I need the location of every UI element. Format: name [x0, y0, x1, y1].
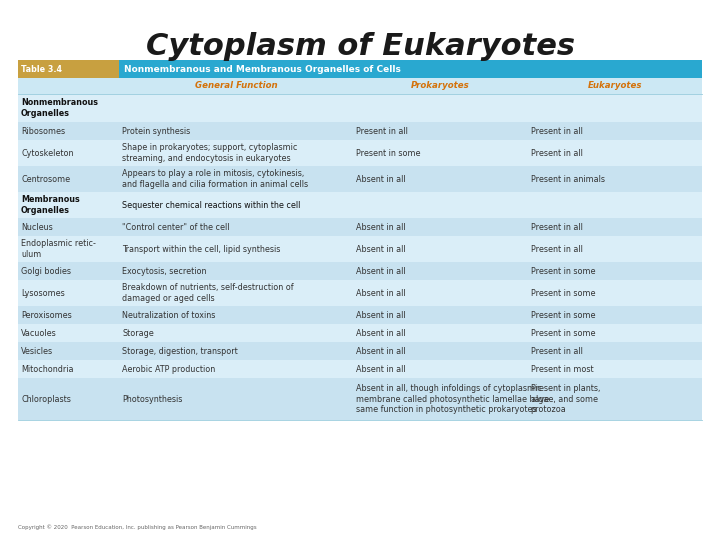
Text: Nonmembranous and Membranous Organelles of Cells: Nonmembranous and Membranous Organelles … — [125, 64, 401, 73]
Text: Exocytosis, secretion: Exocytosis, secretion — [122, 267, 207, 275]
Text: Table 3.4: Table 3.4 — [21, 64, 62, 73]
Text: Ribosomes: Ribosomes — [21, 126, 65, 136]
Text: Present in some: Present in some — [531, 288, 595, 298]
Text: Protein synthesis: Protein synthesis — [122, 126, 191, 136]
Text: Absent in all: Absent in all — [356, 288, 406, 298]
Text: Cytoplasm of Eukaryotes: Cytoplasm of Eukaryotes — [145, 32, 575, 61]
Bar — [18, 166, 702, 192]
Text: Photosynthesis: Photosynthesis — [122, 395, 183, 403]
Text: Present in all: Present in all — [531, 222, 582, 232]
Text: Prokaryotes: Prokaryotes — [411, 82, 469, 91]
Bar — [18, 378, 702, 420]
Text: Present in all: Present in all — [531, 245, 582, 253]
Text: Present in all: Present in all — [356, 126, 408, 136]
Text: Golgi bodies: Golgi bodies — [21, 267, 71, 275]
Text: Present in all: Present in all — [531, 148, 582, 158]
Text: Absent in all: Absent in all — [356, 347, 406, 355]
Bar — [18, 342, 702, 360]
Text: Present in all: Present in all — [531, 347, 582, 355]
Text: Vacuoles: Vacuoles — [21, 328, 57, 338]
Text: Absent in all: Absent in all — [356, 364, 406, 374]
Bar — [18, 60, 702, 78]
Text: Neutralization of toxins: Neutralization of toxins — [122, 310, 215, 320]
Text: Present in some: Present in some — [531, 267, 595, 275]
Text: Absent in all: Absent in all — [356, 174, 406, 184]
Text: Absent in all: Absent in all — [356, 245, 406, 253]
Bar — [18, 78, 702, 94]
Text: Nucleus: Nucleus — [21, 222, 53, 232]
Text: Sequester chemical reactions within the cell: Sequester chemical reactions within the … — [122, 200, 301, 210]
Text: Present in some: Present in some — [531, 310, 595, 320]
Text: Lysosomes: Lysosomes — [21, 288, 65, 298]
Text: Absent in all: Absent in all — [356, 267, 406, 275]
Text: Present in animals: Present in animals — [531, 174, 605, 184]
Text: Eukaryotes: Eukaryotes — [588, 82, 642, 91]
Text: Present in plants,
algae, and some
protozoa: Present in plants, algae, and some proto… — [531, 384, 600, 414]
Text: Absent in all: Absent in all — [356, 328, 406, 338]
Text: "Control center" of the cell: "Control center" of the cell — [122, 222, 230, 232]
Bar — [18, 236, 702, 262]
Bar — [18, 324, 702, 342]
Bar — [18, 218, 702, 236]
Text: Storage, digestion, transport: Storage, digestion, transport — [122, 347, 238, 355]
Bar — [18, 192, 702, 218]
Text: Breakdown of nutrients, self-destruction of
damaged or aged cells: Breakdown of nutrients, self-destruction… — [122, 283, 294, 303]
Text: Mitochondria: Mitochondria — [21, 364, 73, 374]
Text: Centrosome: Centrosome — [21, 174, 70, 184]
Bar — [18, 122, 702, 140]
Text: Membranous
Organelles: Membranous Organelles — [21, 195, 80, 215]
Text: Absent in all, though infoldings of cytoplasmic
membrane called photosynthetic l: Absent in all, though infoldings of cyto… — [356, 384, 549, 414]
Text: Copyright © 2020  Pearson Education, Inc. publishing as Pearson Benjamin Cumming: Copyright © 2020 Pearson Education, Inc.… — [18, 524, 256, 530]
Text: Chloroplasts: Chloroplasts — [21, 395, 71, 403]
Bar — [18, 94, 702, 122]
Bar — [18, 60, 120, 78]
Text: Shape in prokaryotes; support, cytoplasmic
streaming, and endocytosis in eukaryo: Shape in prokaryotes; support, cytoplasm… — [122, 143, 297, 163]
Bar — [18, 280, 702, 306]
Text: Present in most: Present in most — [531, 364, 593, 374]
Text: Transport within the cell, lipid synthesis: Transport within the cell, lipid synthes… — [122, 245, 281, 253]
Bar — [18, 140, 702, 166]
Text: Peroxisomes: Peroxisomes — [21, 310, 72, 320]
Text: General Function: General Function — [195, 82, 277, 91]
Text: Appears to play a role in mitosis, cytokinesis,
and flagella and cilia formation: Appears to play a role in mitosis, cytok… — [122, 169, 308, 189]
Bar — [18, 306, 702, 324]
Text: Present in some: Present in some — [356, 148, 420, 158]
Text: Absent in all: Absent in all — [356, 222, 406, 232]
Text: Absent in all: Absent in all — [356, 310, 406, 320]
Text: Vesicles: Vesicles — [21, 347, 53, 355]
Text: Present in all: Present in all — [531, 126, 582, 136]
Text: Cytoskeleton: Cytoskeleton — [21, 148, 73, 158]
Text: Nonmembranous
Organelles: Nonmembranous Organelles — [21, 98, 98, 118]
Text: Present in some: Present in some — [531, 328, 595, 338]
Bar — [18, 262, 702, 280]
Text: Endoplasmic retic-
ulum: Endoplasmic retic- ulum — [21, 239, 96, 259]
Text: Aerobic ATP production: Aerobic ATP production — [122, 364, 215, 374]
Text: Storage: Storage — [122, 328, 154, 338]
Bar — [18, 360, 702, 378]
